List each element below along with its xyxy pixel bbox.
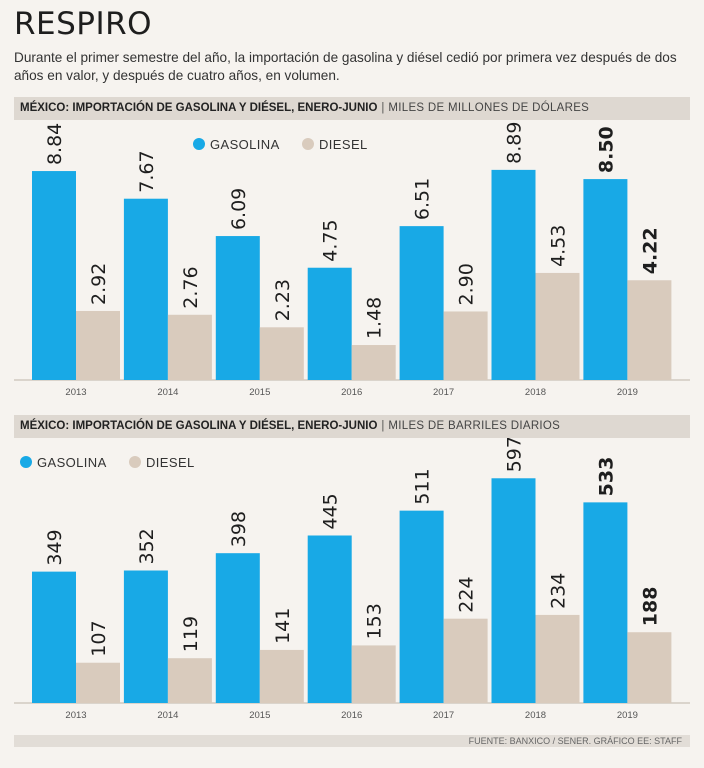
chart-1-header-title: MÉXICO: IMPORTACIÓN DE GASOLINA Y DIÉSEL… — [20, 102, 378, 114]
data-label-diesel-2015: 141 — [272, 608, 294, 644]
bar-diesel-2017 — [443, 311, 488, 380]
chart-2-header-title: MÉXICO: IMPORTACIÓN DE GASOLINA Y DIÉSEL… — [20, 420, 378, 432]
legend-label-diesel: DIESEL — [319, 137, 368, 152]
data-label-diesel-2016: 153 — [364, 603, 386, 639]
legend-label-gasolina: GASOLINA — [37, 455, 107, 470]
data-label-gasolina-2016: 445 — [320, 493, 342, 529]
chart-2-header: MÉXICO: IMPORTACIÓN DE GASOLINA Y DIÉSEL… — [14, 415, 690, 438]
bar-gasolina-2013 — [32, 171, 76, 380]
data-label-gasolina-2019: 8.50 — [595, 126, 617, 173]
bar-diesel-2018 — [535, 614, 580, 703]
chart-1-unit: MILES DE MILLONES DE DÓLARES — [388, 102, 590, 114]
data-label-gasolina-2016: 4.75 — [320, 219, 342, 261]
x-tick-label-2013: 2013 — [65, 387, 86, 398]
chart-1-header-separator: | — [381, 102, 385, 114]
data-label-gasolina-2014: 7.67 — [136, 150, 158, 192]
x-tick-label-2019: 2019 — [617, 387, 638, 398]
data-label-diesel-2013: 2.92 — [88, 263, 110, 305]
data-label-diesel-2019: 188 — [639, 587, 661, 627]
data-label-diesel-2018: 4.53 — [548, 225, 570, 267]
x-tick-label-2018: 2018 — [525, 710, 546, 721]
data-label-diesel-2019: 4.22 — [639, 227, 661, 274]
bar-gasolina-2017 — [399, 510, 444, 703]
bar-gasolina-2013 — [32, 571, 76, 703]
data-label-diesel-2016: 1.48 — [364, 297, 386, 339]
data-label-gasolina-2013: 349 — [44, 529, 66, 565]
chart-1-header: MÉXICO: IMPORTACIÓN DE GASOLINA Y DIÉSEL… — [14, 97, 690, 120]
x-tick-label-2016: 2016 — [341, 710, 362, 721]
legend-swatch-diesel — [302, 138, 314, 150]
data-label-gasolina-2018: 8.89 — [504, 122, 526, 164]
page-title: RESPIRO — [14, 6, 153, 42]
x-tick-label-2019: 2019 — [617, 710, 638, 721]
legend-swatch-gasolina — [20, 456, 32, 468]
bar-diesel-2016 — [351, 645, 396, 703]
data-label-gasolina-2019: 533 — [595, 457, 617, 497]
bar-diesel-2018 — [535, 272, 580, 380]
data-label-diesel-2018: 234 — [548, 573, 570, 609]
bar-diesel-2015 — [259, 649, 304, 703]
bar-gasolina-2016 — [307, 535, 352, 703]
legend-swatch-diesel — [129, 456, 141, 468]
x-tick-label-2016: 2016 — [341, 387, 362, 398]
x-tick-label-2014: 2014 — [157, 387, 178, 398]
x-tick-label-2017: 2017 — [433, 387, 454, 398]
bar-gasolina-2014 — [123, 570, 168, 703]
bar-diesel-2019 — [627, 280, 672, 380]
bar-diesel-2013 — [76, 310, 120, 380]
bar-diesel-2016 — [351, 345, 396, 380]
bar-diesel-2014 — [167, 658, 212, 703]
bar-gasolina-2015 — [215, 236, 260, 380]
bar-diesel-2019 — [627, 632, 672, 703]
bar-gasolina-2019 — [583, 179, 628, 380]
bar-gasolina-2016 — [307, 267, 352, 380]
data-label-gasolina-2017: 511 — [412, 468, 434, 504]
bar-gasolina-2018 — [491, 169, 536, 380]
legend-label-diesel: DIESEL — [146, 455, 195, 470]
x-tick-label-2015: 2015 — [249, 387, 270, 398]
data-label-diesel-2017: 224 — [456, 576, 478, 612]
chart-2-header-separator: | — [381, 420, 385, 432]
legend-swatch-gasolina — [193, 138, 205, 150]
bar-gasolina-2017 — [399, 226, 444, 380]
legend-label-gasolina: GASOLINA — [210, 137, 280, 152]
bar-gasolina-2015 — [215, 553, 260, 703]
x-tick-label-2013: 2013 — [65, 710, 86, 721]
data-label-gasolina-2018: 597 — [504, 438, 526, 472]
data-label-gasolina-2017: 6.51 — [412, 178, 434, 220]
chart-1-value-usd: GASOLINA DIESEL 8.84 2.92 2013 7.67 2.76 2014 6.… — [14, 122, 690, 398]
data-label-gasolina-2015: 398 — [228, 511, 250, 547]
bar-diesel-2014 — [167, 314, 212, 380]
bar-gasolina-2019 — [583, 502, 628, 703]
source-footer: FUENTE: BANXICO / SENER. GRÁFICO EE: STA… — [14, 735, 690, 747]
x-tick-label-2018: 2018 — [525, 387, 546, 398]
x-tick-label-2014: 2014 — [157, 710, 178, 721]
data-label-diesel-2015: 2.23 — [272, 279, 294, 321]
bar-diesel-2015 — [259, 327, 304, 380]
chart-2-volume-barrels: GASOLINA DIESEL 349 107 2013 352 119 2014 398 141… — [14, 438, 690, 721]
data-label-gasolina-2015: 6.09 — [228, 188, 250, 230]
page-subtitle: Durante el primer semestre del año, la i… — [14, 50, 677, 83]
data-label-diesel-2017: 2.90 — [456, 263, 478, 305]
x-tick-label-2017: 2017 — [433, 710, 454, 721]
bar-diesel-2013 — [76, 662, 120, 703]
bar-gasolina-2014 — [123, 198, 168, 380]
x-tick-label-2015: 2015 — [249, 710, 270, 721]
data-label-gasolina-2014: 352 — [136, 528, 158, 564]
bar-diesel-2017 — [443, 618, 488, 703]
data-label-diesel-2014: 2.76 — [180, 266, 202, 308]
data-label-diesel-2013: 107 — [88, 620, 110, 656]
data-label-diesel-2014: 119 — [180, 616, 202, 652]
bar-gasolina-2018 — [491, 478, 536, 703]
data-label-gasolina-2013: 8.84 — [44, 123, 66, 165]
chart-2-unit: MILES DE BARRILES DIARIOS — [388, 420, 561, 432]
